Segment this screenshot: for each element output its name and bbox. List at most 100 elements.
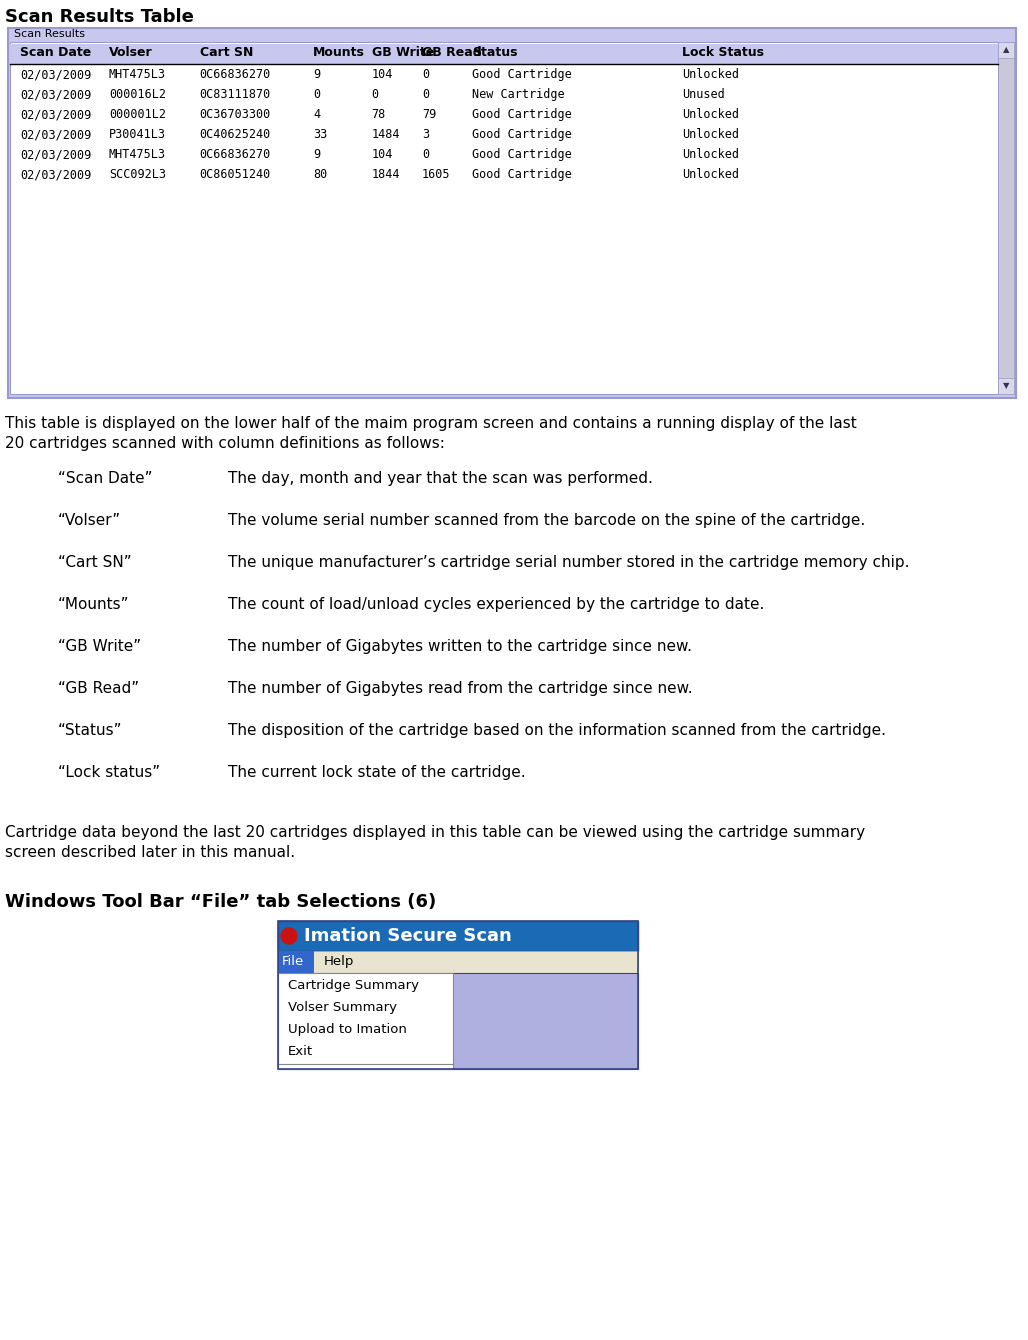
Bar (998, 42, 1014, 394)
Text: 0: 0 (423, 147, 429, 161)
Text: “Scan Date”: “Scan Date” (58, 470, 152, 486)
Bar (278, 921, 638, 951)
Text: 1484: 1484 (371, 129, 400, 141)
Text: Upload to Imation: Upload to Imation (288, 1022, 407, 1036)
Text: “Volser”: “Volser” (58, 513, 121, 528)
Text: The count of load/unload cycles experienced by the cartridge to date.: The count of load/unload cycles experien… (228, 598, 765, 612)
Text: 0C86051240: 0C86051240 (199, 168, 271, 181)
Text: Windows Tool Bar “File” tab Selections (6): Windows Tool Bar “File” tab Selections (… (5, 892, 436, 911)
Text: Scan Results: Scan Results (14, 29, 85, 39)
Text: Status: Status (473, 46, 518, 59)
Bar (8, 28, 1016, 398)
Text: Lock Status: Lock Status (682, 46, 764, 59)
Text: Unused: Unused (682, 88, 725, 100)
Text: Imation Secure Scan: Imation Secure Scan (304, 927, 512, 945)
Text: 3: 3 (423, 129, 429, 141)
Bar (10, 42, 998, 394)
Text: 0C66836270: 0C66836270 (199, 68, 271, 80)
Text: 000001L2: 000001L2 (109, 109, 166, 121)
Text: Good Cartridge: Good Cartridge (473, 109, 573, 121)
Text: 79: 79 (423, 109, 436, 121)
Bar (998, 378, 1014, 394)
Text: 9: 9 (314, 147, 321, 161)
Text: Good Cartridge: Good Cartridge (473, 147, 573, 161)
Bar (998, 42, 1014, 58)
Text: Unlocked: Unlocked (682, 129, 739, 141)
Text: “Lock status”: “Lock status” (58, 765, 160, 780)
Text: SCC092L3: SCC092L3 (109, 168, 166, 181)
Bar (278, 973, 453, 1069)
Text: File: File (282, 955, 304, 967)
Text: Mounts: Mounts (314, 46, 365, 59)
Text: 104: 104 (371, 147, 393, 161)
Circle shape (281, 929, 297, 943)
Text: Unlocked: Unlocked (682, 109, 739, 121)
Bar (278, 921, 638, 1069)
Text: P30041L3: P30041L3 (109, 129, 166, 141)
Text: The disposition of the cartridge based on the information scanned from the cartr: The disposition of the cartridge based o… (228, 724, 886, 738)
Text: “Status”: “Status” (58, 724, 122, 738)
Bar (278, 951, 314, 973)
Bar (278, 973, 638, 1069)
Text: 4: 4 (314, 109, 321, 121)
Text: The volume serial number scanned from the barcode on the spine of the cartridge.: The volume serial number scanned from th… (228, 513, 866, 528)
Text: Scan Date: Scan Date (20, 46, 91, 59)
Text: The day, month and year that the scan was performed.: The day, month and year that the scan wa… (228, 470, 653, 486)
Text: ▲: ▲ (1002, 46, 1009, 54)
Text: 0: 0 (314, 88, 321, 100)
Text: Scan Results Table: Scan Results Table (5, 8, 194, 25)
Text: GB Read: GB Read (423, 46, 482, 59)
Text: The unique manufacturer’s cartridge serial number stored in the cartridge memory: The unique manufacturer’s cartridge seri… (228, 555, 910, 570)
Bar (278, 951, 638, 973)
Text: “GB Read”: “GB Read” (58, 681, 139, 695)
Text: 20 cartridges scanned with column definitions as follows:: 20 cartridges scanned with column defini… (5, 436, 445, 452)
Text: 02/03/2009: 02/03/2009 (20, 109, 91, 121)
Text: 1605: 1605 (423, 168, 450, 181)
Text: Volser Summary: Volser Summary (288, 1001, 397, 1014)
Text: 02/03/2009: 02/03/2009 (20, 129, 91, 141)
Text: Cart SN: Cart SN (199, 46, 253, 59)
Text: The current lock state of the cartridge.: The current lock state of the cartridge. (228, 765, 525, 780)
Text: 0C36703300: 0C36703300 (199, 109, 271, 121)
Text: Cartridge data beyond the last 20 cartridges displayed in this table can be view: Cartridge data beyond the last 20 cartri… (5, 825, 866, 840)
Text: 02/03/2009: 02/03/2009 (20, 147, 91, 161)
Text: Unlocked: Unlocked (682, 147, 739, 161)
Text: MHT475L3: MHT475L3 (109, 68, 166, 80)
Text: Good Cartridge: Good Cartridge (473, 68, 573, 80)
Text: 0: 0 (371, 88, 378, 100)
Text: Cartridge Summary: Cartridge Summary (288, 980, 419, 992)
Text: 0C83111870: 0C83111870 (199, 88, 271, 100)
Text: 1844: 1844 (371, 168, 400, 181)
Text: 33: 33 (314, 129, 328, 141)
Text: Volser: Volser (109, 46, 152, 59)
Text: “GB Write”: “GB Write” (58, 639, 141, 654)
Text: GB Write: GB Write (371, 46, 434, 59)
Text: The number of Gigabytes written to the cartridge since new.: The number of Gigabytes written to the c… (228, 639, 692, 654)
Text: Help: Help (324, 955, 355, 967)
Text: 80: 80 (314, 168, 328, 181)
Text: 02/03/2009: 02/03/2009 (20, 88, 91, 100)
Text: 0C40625240: 0C40625240 (199, 129, 271, 141)
Text: 02/03/2009: 02/03/2009 (20, 168, 91, 181)
Text: 000016L2: 000016L2 (109, 88, 166, 100)
Text: 0: 0 (423, 68, 429, 80)
Text: 0C66836270: 0C66836270 (199, 147, 271, 161)
Text: This table is displayed on the lower half of the maim program screen and contain: This table is displayed on the lower hal… (5, 415, 856, 431)
Text: Exit: Exit (288, 1045, 314, 1059)
Text: Good Cartridge: Good Cartridge (473, 168, 573, 181)
Text: Unlocked: Unlocked (682, 68, 739, 80)
Text: 78: 78 (371, 109, 386, 121)
Text: “Mounts”: “Mounts” (58, 598, 130, 612)
Text: 104: 104 (371, 68, 393, 80)
Text: 0: 0 (423, 88, 429, 100)
Text: “Cart SN”: “Cart SN” (58, 555, 132, 570)
Text: New Cartridge: New Cartridge (473, 88, 565, 100)
Text: The number of Gigabytes read from the cartridge since new.: The number of Gigabytes read from the ca… (228, 681, 693, 695)
Text: MHT475L3: MHT475L3 (109, 147, 166, 161)
Text: Unlocked: Unlocked (682, 168, 739, 181)
Text: 9: 9 (314, 68, 321, 80)
Text: screen described later in this manual.: screen described later in this manual. (5, 846, 295, 860)
Text: ▼: ▼ (1002, 381, 1009, 390)
Bar (10, 44, 998, 64)
Text: Good Cartridge: Good Cartridge (473, 129, 573, 141)
